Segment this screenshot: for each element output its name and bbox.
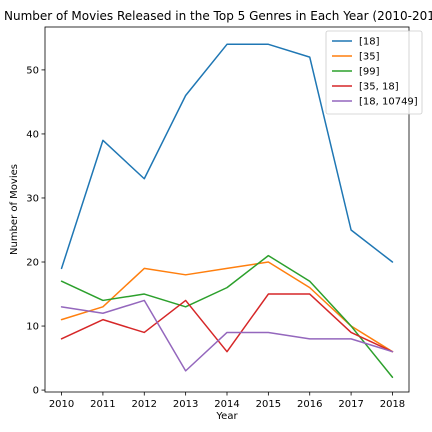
y-tick-label: 50	[26, 65, 39, 76]
x-tick-label: 2017	[338, 399, 363, 410]
x-tick-label: 2014	[214, 399, 239, 410]
legend-label-4: [18, 10749]	[359, 97, 418, 108]
y-tick-label: 40	[26, 129, 39, 140]
series-line-4	[60, 299, 394, 372]
y-tick-label: 20	[26, 258, 39, 269]
x-tick-label: 2010	[49, 399, 74, 410]
series-line-3	[60, 293, 394, 353]
legend: [18] [35] [99] [35, 18] [18, 10749]	[325, 30, 423, 115]
axis-ticks: 2010 2011 2012 2013 2014 2015 2016 2017 2018 0 10 2…	[26, 65, 405, 410]
series-line-1	[60, 261, 394, 353]
legend-label-2: [99]	[359, 67, 380, 78]
plot-area	[60, 43, 394, 379]
x-tick-label: 2015	[256, 399, 281, 410]
series-line-2	[60, 254, 394, 379]
y-tick-label: 0	[33, 386, 39, 397]
legend-label-1: [35]	[359, 52, 380, 63]
legend-label-3: [35, 18]	[359, 82, 399, 93]
x-tick-label: 2018	[380, 399, 405, 410]
x-axis-title: Year	[215, 411, 238, 422]
series-line-0	[60, 43, 394, 270]
x-tick-label: 2016	[297, 399, 322, 410]
x-tick-label: 2011	[90, 399, 115, 410]
y-axis-title: Number of Movies	[9, 164, 20, 255]
y-tick-label: 10	[26, 322, 39, 333]
chart-title: Number of Movies Released in the Top 5 G…	[4, 9, 432, 23]
y-tick-label: 30	[26, 193, 39, 204]
x-tick-label: 2013	[173, 399, 198, 410]
legend-box	[325, 30, 423, 115]
x-tick-label: 2012	[132, 399, 157, 410]
legend-label-0: [18]	[359, 37, 380, 48]
